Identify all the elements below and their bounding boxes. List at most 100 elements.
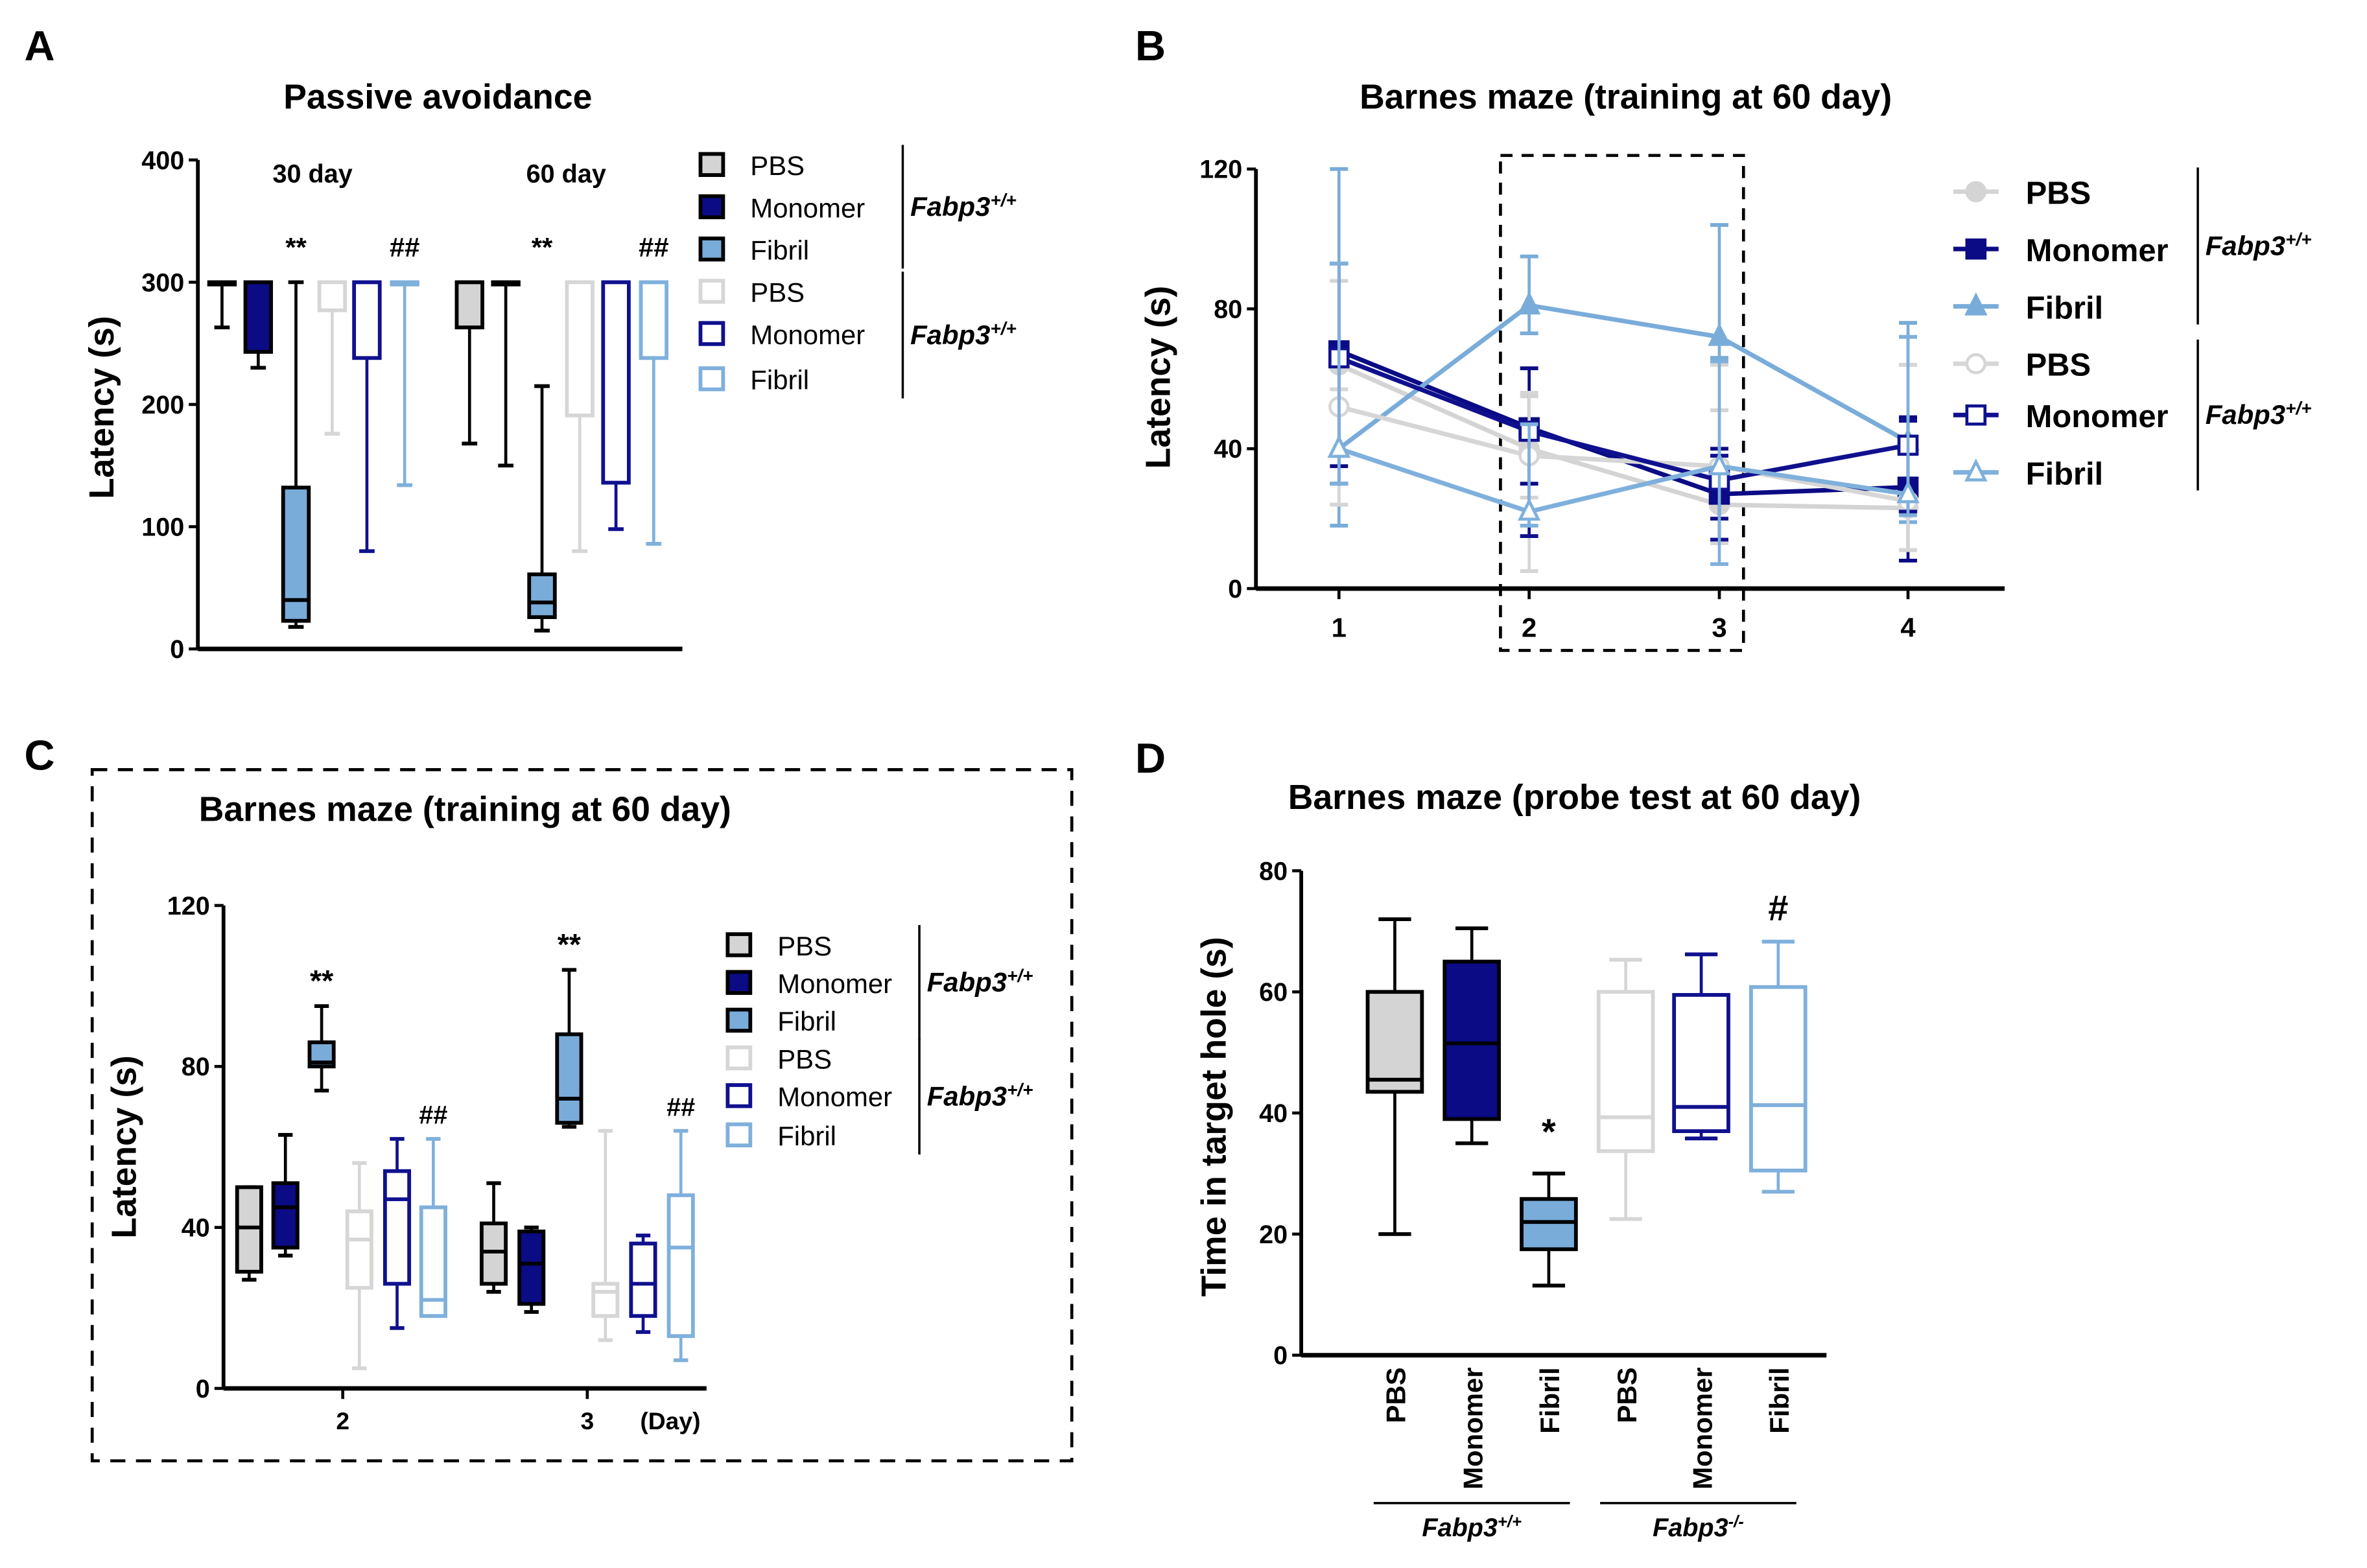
legend-label: Monomer (777, 968, 892, 999)
legend-label: Monomer (2026, 233, 2169, 268)
legend-label: Fibril (2026, 456, 2103, 491)
chart-title: Barnes maze (probe test at 60 day) (1288, 778, 1861, 817)
box-pbs_wt (235, 1185, 263, 1282)
box-fib_ko (1749, 939, 1808, 1194)
significance-annotation: ## (390, 232, 420, 263)
box-iqr (243, 280, 274, 354)
genotype-superscript: +/+ (1007, 1079, 1033, 1099)
box-pbs_ko (345, 1161, 373, 1370)
legend-swatch-fib_wt (698, 236, 725, 262)
x-category-label: Monomer (1457, 1367, 1488, 1490)
genotype-label: Fabp3+/+ (2206, 229, 2312, 261)
group-label: 60 day (526, 160, 606, 189)
box-pbs_ko (565, 280, 595, 554)
significance-annotation: ** (532, 232, 553, 263)
box-pbs_ko (591, 1129, 620, 1342)
box-fib_wt (281, 280, 311, 629)
box-iqr (629, 1241, 657, 1318)
box-pbs_ko (1596, 957, 1655, 1221)
panel-b-dashed-highlight (1499, 154, 1745, 652)
x-tick-label: 3 (581, 1407, 595, 1434)
box-iqr (454, 280, 484, 330)
box-fib_wt (1520, 1171, 1578, 1288)
chart-title: Passive avoidance (283, 78, 592, 117)
y-tick-label: 40 (182, 1214, 210, 1243)
series-line (1337, 303, 1909, 451)
genotype-superscript: +/+ (2285, 398, 2311, 418)
legend-label: PBS (750, 277, 805, 308)
y-axis-label: Time in target hole (s) (1195, 937, 1234, 1296)
box-iqr (352, 280, 382, 360)
box-pbs_wt (479, 1181, 508, 1294)
series-fib_ko (1327, 261, 1920, 567)
y-tick-label: 40 (1214, 435, 1242, 463)
box-iqr (419, 1205, 447, 1318)
legend-label: Fibril (2026, 290, 2103, 325)
significance-annotation: ## (639, 232, 669, 263)
box-mon_wt (517, 1225, 546, 1314)
box-iqr (527, 572, 557, 620)
triangle-marker (1708, 452, 1731, 476)
significance-annotation: # (1768, 887, 1788, 928)
box-fib_wt (527, 384, 557, 633)
box-iqr (317, 280, 347, 312)
significance-annotation: * (1542, 1111, 1556, 1152)
legend-label: Fibril (750, 235, 809, 265)
y-tick-label: 40 (1259, 1099, 1288, 1128)
triangle-marker (1517, 497, 1541, 521)
legend-label: Monomer (750, 193, 865, 223)
y-tick-label: 80 (1214, 295, 1242, 323)
significance-annotation: ** (558, 928, 582, 961)
genotype-name: Fabp3 (910, 191, 990, 222)
legend-swatch-pbs_wt (725, 932, 753, 957)
genotype-label: Fabp3+/+ (927, 1079, 1033, 1111)
x-category-label: Fibril (1535, 1367, 1565, 1433)
y-axis-label: Latency (s) (106, 1055, 144, 1239)
triangle-marker (1327, 434, 1351, 458)
y-axis-label: Latency (s) (83, 316, 121, 499)
box-fib_ko (419, 1137, 447, 1318)
legend-label: Monomer (777, 1082, 892, 1112)
y-tick-label: 400 (141, 146, 184, 175)
x-tick-label: 2 (1522, 613, 1537, 643)
box-pbs_wt (1365, 917, 1424, 1236)
legend-swatch-mon_ko (725, 1083, 753, 1108)
genotype-superscript: +/+ (1498, 1513, 1522, 1531)
x-tick-label: 2 (336, 1407, 349, 1434)
box-fib_ko (390, 280, 419, 487)
legend-label: PBS (2026, 348, 2091, 383)
genotype-label: Fabp3+/+ (910, 318, 1017, 349)
y-tick-label: 0 (1273, 1342, 1288, 1370)
box-iqr (345, 1209, 373, 1290)
box-iqr (479, 1221, 508, 1286)
triangle-marker (1964, 292, 1988, 316)
panel-label-b: B (1135, 22, 1166, 69)
genotype-superscript: +/+ (2285, 229, 2311, 249)
genotype-superscript: +/+ (990, 318, 1016, 338)
significance-annotation: ## (419, 1101, 447, 1130)
box-mon_wt (271, 1132, 300, 1258)
genotype-superscript: +/+ (1007, 965, 1033, 985)
legend-label: Monomer (750, 320, 865, 350)
group-label: 30 day (273, 160, 353, 189)
legend-label: Fibril (777, 1121, 836, 1151)
panel-d-chart: 0 20 40 60 80 Barnes maze (probe test at 60 d… (1195, 778, 1861, 1542)
triangle-marker (1708, 323, 1731, 346)
y-tick-label: 120 (167, 892, 210, 920)
panel-c-chart: 0 40 80 120 Barnes maze (training at 60 day)… (106, 791, 1033, 1434)
chart-title: Barnes maze (training at 60 day) (199, 791, 731, 829)
significance-annotation: ## (666, 1093, 695, 1121)
x-tick-label: 4 (1900, 613, 1916, 643)
box-iqr (1365, 990, 1424, 1094)
box-iqr (591, 1281, 620, 1318)
box-mon_ko (383, 1137, 412, 1330)
series-mon_wt (1328, 261, 1919, 563)
legend-swatch-pbs_ko (725, 1045, 753, 1071)
box-iqr (666, 1193, 695, 1339)
legend-label: Fibril (777, 1006, 836, 1036)
box-pbs_wt (207, 280, 237, 330)
y-tick-label: 200 (141, 391, 184, 419)
triangle-marker (1517, 291, 1541, 315)
box-iqr (1749, 985, 1808, 1173)
box-iqr (1443, 959, 1501, 1121)
